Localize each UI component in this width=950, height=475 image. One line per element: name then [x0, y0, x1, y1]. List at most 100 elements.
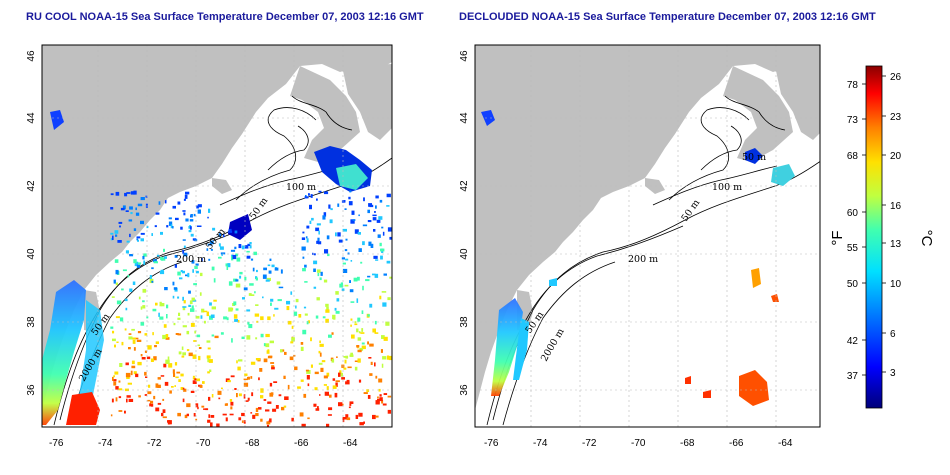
sst-pixel — [166, 304, 169, 309]
sst-pixel — [207, 419, 211, 423]
sst-pixel — [243, 382, 249, 387]
sst-pixel — [356, 328, 359, 333]
sst-pixel — [164, 381, 169, 386]
sst-pixel — [153, 356, 157, 361]
sst-pixel — [124, 298, 128, 302]
sst-pixel — [361, 345, 366, 350]
sst-pixel — [255, 337, 258, 340]
sst-pixel — [117, 240, 122, 243]
sst-pixel — [318, 350, 321, 354]
sst-pixel — [155, 407, 160, 412]
sst-pixel — [223, 234, 225, 238]
lat-tick: 44 — [459, 112, 470, 124]
sst-pixel — [318, 241, 322, 245]
sst-pixel — [373, 229, 376, 232]
sst-pixel — [341, 377, 345, 380]
sst-pixel — [265, 409, 270, 412]
sst-pixel — [324, 391, 329, 396]
sst-pixel — [180, 387, 184, 390]
sst-pixel — [349, 401, 354, 404]
sst-pixel — [207, 243, 212, 246]
sst-pixel — [286, 306, 290, 311]
sst-pixel — [115, 397, 118, 402]
sst-pixel — [322, 316, 326, 319]
sst-pixel — [190, 233, 194, 237]
sst-pixel — [344, 359, 347, 364]
sst-pixel — [136, 339, 142, 342]
sst-pixel — [342, 417, 345, 423]
sst-pixel — [125, 372, 131, 378]
sst-pixel — [244, 276, 247, 281]
sst-pixel — [347, 366, 352, 369]
fahrenheit-tick: 78 — [847, 80, 859, 91]
sst-pixel — [345, 238, 348, 241]
sst-pixel — [358, 412, 363, 417]
sst-pixel — [114, 371, 119, 375]
sst-pixel — [329, 219, 333, 224]
sst-pixel — [230, 401, 234, 406]
lon-tick: -74 — [98, 438, 113, 449]
sst-pixel — [154, 345, 157, 348]
sst-pixel — [243, 394, 246, 399]
sst-pixel — [129, 288, 133, 292]
sst-pixel — [313, 286, 317, 289]
sst-pixel — [382, 231, 385, 236]
sst-pixel — [218, 397, 221, 400]
sst-pixel — [345, 258, 349, 261]
sst-pixel — [269, 382, 273, 387]
sst-pixel — [161, 303, 165, 307]
sst-pixel — [217, 390, 222, 395]
sst-pixel — [342, 228, 347, 232]
sst-pixel — [319, 394, 321, 396]
sst-pixel — [342, 268, 348, 273]
fahrenheit-tick: 73 — [847, 115, 859, 126]
sst-pixel — [116, 341, 119, 343]
sst-pixel — [135, 207, 137, 211]
sst-pixel — [162, 409, 166, 413]
sst-pixel — [284, 351, 287, 355]
sst-pixel — [207, 347, 211, 350]
sst-pixel — [232, 254, 237, 260]
sst-pixel — [208, 414, 211, 418]
sst-pixel — [368, 241, 372, 246]
sst-pixel — [304, 313, 308, 316]
sst-pixel — [375, 375, 378, 379]
sst-pixel — [287, 384, 290, 390]
lat-tick: 36 — [26, 384, 37, 396]
sst-pixel — [341, 257, 345, 260]
sst-pixel — [268, 420, 271, 422]
sst-pixel — [334, 307, 337, 311]
sst-pixel — [269, 258, 272, 261]
sst-pixel — [250, 294, 255, 296]
sst-pixel — [203, 408, 208, 410]
lon-tick: -68 — [245, 438, 260, 449]
sst-pixel — [319, 343, 324, 347]
left-newfoundland — [342, 64, 392, 140]
sst-pixel — [138, 395, 141, 398]
sst-pixel — [185, 191, 190, 195]
lat-tick: 42 — [459, 180, 470, 192]
sst-pixel — [325, 309, 330, 313]
lon-tick: -74 — [533, 438, 548, 449]
sst-pixel — [316, 297, 320, 301]
sst-pixel — [350, 318, 353, 321]
sst-pixel — [172, 295, 175, 299]
sst-pixel — [244, 245, 249, 249]
sst-pixel — [192, 377, 196, 380]
sst-pixel — [243, 287, 248, 291]
sst-pixel — [162, 334, 166, 340]
sst-pixel — [226, 317, 229, 321]
colorbar-gradient — [865, 65, 883, 409]
sst-pixel — [147, 391, 152, 395]
sst-pixel — [294, 366, 298, 371]
lat-tick: 38 — [26, 316, 37, 328]
sst-pixel — [151, 233, 153, 236]
sst-pixel — [173, 322, 176, 326]
sst-pixel — [328, 407, 333, 411]
left-map-frame — [41, 44, 393, 428]
lon-tick: -70 — [631, 438, 646, 449]
sst-pixel — [249, 283, 254, 286]
sst-pixel — [263, 267, 267, 271]
sst-pixel — [114, 259, 119, 263]
sst-pixel — [350, 219, 355, 224]
